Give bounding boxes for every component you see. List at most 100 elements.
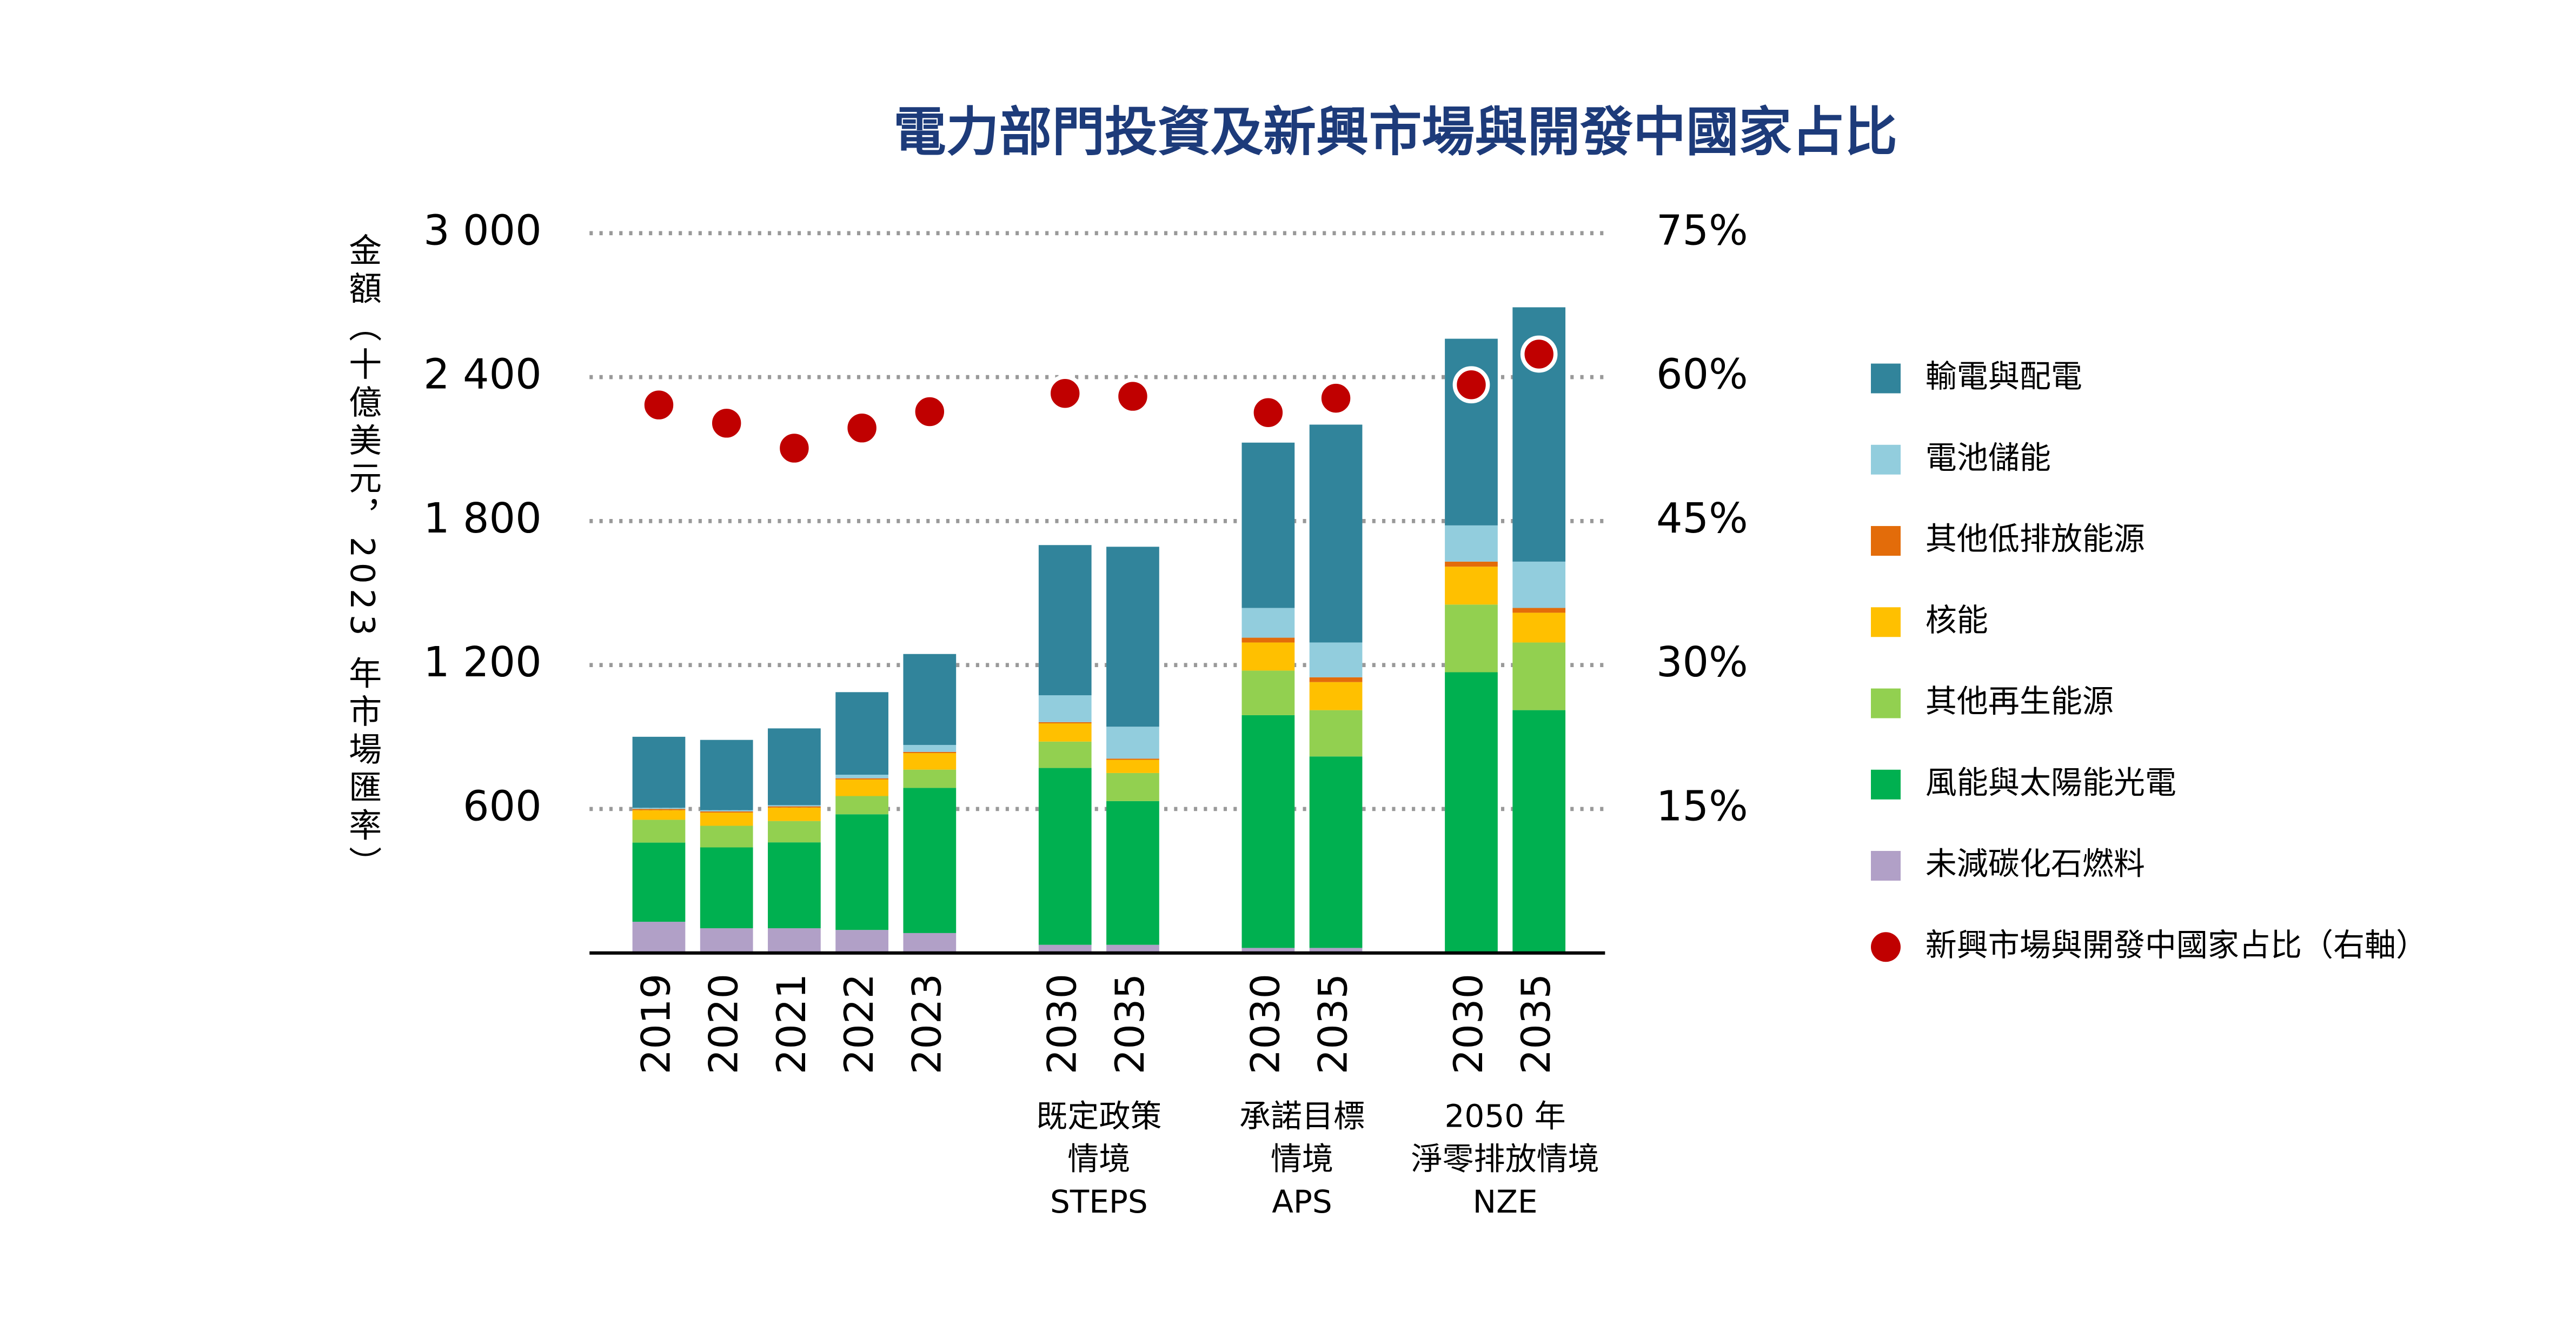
bar-segment: [903, 654, 957, 745]
bar-segment: [700, 811, 753, 813]
bar-segment: [1241, 715, 1295, 948]
bar-segment: [903, 744, 957, 752]
share-dot: [775, 429, 813, 467]
x-tick-label: 2030: [1243, 974, 1289, 1075]
y2-tick-label: 45%: [1656, 495, 1748, 543]
bar-segment: [1038, 768, 1092, 945]
x-tick-label: 2020: [701, 974, 747, 1075]
legend-swatch: [1871, 444, 1901, 475]
bar-segment: [700, 847, 753, 929]
bar-segment: [1038, 723, 1092, 742]
bar-segment: [1106, 773, 1159, 801]
bar-segment: [1106, 727, 1159, 759]
y2-tick-label: 15%: [1656, 782, 1748, 830]
bar-segment: [1241, 670, 1295, 715]
x-tick-label: 2030: [1040, 974, 1086, 1075]
bar-segment: [632, 736, 686, 808]
bar-segment: [1512, 613, 1566, 643]
y-tick-label: 2 400: [423, 351, 542, 399]
share-dot: [708, 404, 746, 442]
y2-tick-label: 60%: [1656, 351, 1748, 399]
bar-segment: [768, 821, 821, 843]
chart-title: 電力部門投資及新興市場與開發中國家占比: [893, 102, 1897, 163]
bar-segment: [903, 788, 957, 933]
x-tick-label: 2035: [1513, 974, 1559, 1075]
bar-segment: [835, 779, 888, 796]
share-dot: [1046, 375, 1084, 412]
bar-segment: [632, 820, 686, 843]
x-tick-label: 2035: [1311, 974, 1357, 1075]
group-label: 情境: [1067, 1141, 1130, 1177]
group-label: STEPS: [1050, 1183, 1148, 1220]
legend-label: 其他再生能源: [1926, 683, 2114, 720]
bar-segment: [1241, 608, 1295, 638]
bar-segment: [632, 810, 686, 820]
bar-segment: [835, 774, 888, 778]
bar-segment: [1309, 642, 1363, 677]
y2-tick-label: 75%: [1656, 207, 1748, 255]
bar-segment: [768, 728, 821, 806]
bar-segment: [1038, 695, 1092, 722]
bar-segment: [1241, 442, 1295, 608]
bar-segment: [768, 928, 821, 953]
x-tick-label: 2022: [836, 974, 882, 1075]
bar-segment: [1309, 948, 1363, 953]
bar-segment: [768, 805, 821, 807]
y-tick-label: 3 000: [423, 207, 542, 255]
bar-segment: [1445, 604, 1498, 673]
bar-segment: [1309, 677, 1363, 682]
group-label: 2050 年: [1445, 1097, 1566, 1134]
x-tick-label: 2023: [904, 974, 950, 1075]
y-axis-label: 金額（十億美元，2023 年市場匯率）: [343, 233, 381, 884]
x-tick-label: 2035: [1107, 974, 1153, 1075]
bar-segment: [1512, 608, 1566, 613]
bar-segment: [700, 813, 753, 826]
bar-segment: [700, 826, 753, 848]
bar-segment: [768, 807, 821, 821]
bar-segment: [835, 930, 888, 953]
bar-segment: [632, 842, 686, 922]
bar-segment: [1038, 741, 1092, 768]
legend-swatch: [1871, 769, 1901, 800]
bar-segment: [1309, 424, 1363, 643]
group-label: APS: [1272, 1183, 1332, 1220]
y-tick-label: 1 200: [423, 638, 542, 687]
bar-segment: [1241, 637, 1295, 643]
legend-label: 核能: [1926, 602, 1988, 638]
bar-segment: [768, 842, 821, 929]
bar-segment: [1241, 948, 1295, 953]
bar-segment: [1038, 545, 1092, 696]
x-tick-label: 2030: [1446, 974, 1492, 1075]
legend-swatch: [1871, 607, 1901, 637]
bar-segment: [1445, 561, 1498, 567]
group-label: 既定政策: [1036, 1097, 1161, 1134]
bar-segment: [632, 808, 686, 809]
bar-segment: [1106, 547, 1159, 727]
share-dot: [1520, 335, 1558, 373]
share-dot: [1249, 394, 1287, 431]
legend-swatch: [1871, 688, 1901, 718]
share-dot: [911, 393, 948, 430]
share-dot: [843, 409, 881, 447]
share-dot: [1452, 366, 1490, 404]
bar-segment: [1309, 756, 1363, 948]
legend-swatch: [1871, 932, 1901, 962]
legend-swatch: [1871, 526, 1901, 556]
group-label: 情境: [1271, 1141, 1333, 1177]
bar-segment: [835, 692, 888, 775]
bar-segment: [903, 751, 957, 754]
bar-segment: [1106, 801, 1159, 945]
bar-segment: [903, 753, 957, 770]
bar-segment: [1445, 525, 1498, 562]
bar-segment: [1038, 944, 1092, 953]
share-dot: [1114, 377, 1152, 415]
bar-segment: [1106, 758, 1159, 760]
group-label: 承諾目標: [1239, 1097, 1365, 1134]
bar-segment: [835, 796, 888, 815]
y-tick-label: 600: [463, 782, 542, 830]
legend-label: 輸電與配電: [1926, 358, 2082, 395]
share-dot: [640, 386, 678, 424]
bar-segment: [700, 928, 753, 953]
